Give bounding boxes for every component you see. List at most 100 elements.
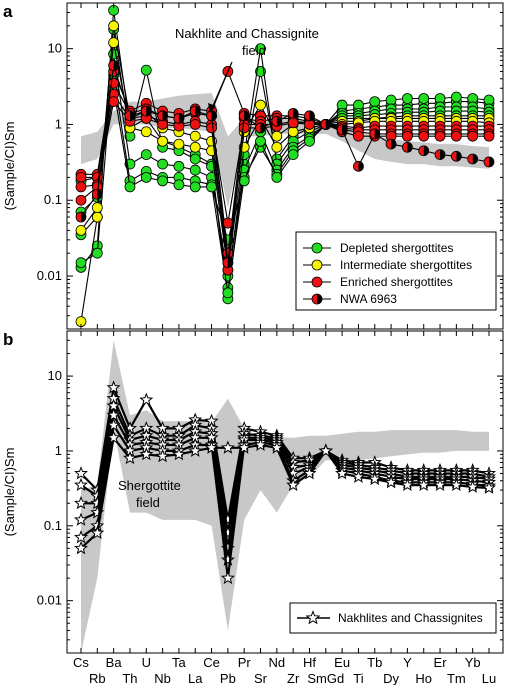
data-point [108, 48, 120, 60]
x-ticks-b [80, 331, 490, 653]
data-point [140, 64, 152, 76]
data-point [124, 181, 136, 193]
data-point-star [449, 477, 464, 492]
data-point [75, 172, 87, 183]
data-point-star [74, 495, 88, 510]
data-point-half [386, 139, 392, 150]
data-point-half [435, 149, 441, 160]
data-point [467, 130, 479, 142]
data-point-half [157, 110, 163, 121]
data-point-star [139, 392, 154, 406]
data-point [467, 153, 479, 165]
data-point-star [286, 477, 301, 492]
data-point [369, 128, 381, 140]
data-point [287, 107, 299, 119]
y-tick-label: 0.01 [37, 268, 62, 283]
y-tick-label: 1 [55, 443, 62, 458]
data-point-half [407, 142, 413, 153]
series-nakhlite [74, 430, 496, 555]
data-point-star [123, 450, 138, 465]
data-point-half [227, 257, 233, 268]
x-tick-label: Yb [465, 655, 481, 670]
data-point-star [351, 469, 366, 483]
legend-a: Depleted shergottites Intermediate shergo… [295, 231, 497, 311]
x-tick-label: Hf [303, 655, 316, 670]
data-point [157, 110, 169, 122]
panel-letter-b: b [3, 330, 13, 349]
y-axis-label-b: (Sample/CI)Sm [2, 448, 17, 537]
data-point-star [367, 471, 382, 486]
data-point-half [271, 116, 277, 127]
data-point-half [244, 110, 250, 121]
legend-marker [317, 294, 322, 304]
series-group-a [75, 4, 495, 328]
data-point-half [320, 119, 326, 130]
data-point [189, 153, 201, 165]
legend-marker [311, 259, 323, 271]
data-point-half [260, 122, 266, 133]
data-point-half [195, 106, 201, 117]
data-point-half [255, 122, 261, 133]
data-point-star [220, 570, 235, 585]
data-point-half [358, 161, 364, 172]
data-point-half [391, 139, 397, 150]
data-point [255, 122, 266, 134]
data-point-star [74, 477, 88, 491]
y-tick-label: 0.1 [44, 518, 62, 533]
x-tick-label: Ti [353, 671, 363, 685]
x-tick-label: Ho [415, 671, 432, 685]
data-point [450, 91, 462, 103]
legend-marker [311, 293, 323, 305]
data-point [401, 130, 413, 142]
data-point-half [288, 108, 294, 119]
legend-marker [311, 276, 323, 288]
x-tick-label: Dy [383, 671, 399, 685]
y-tick-label: 10 [48, 41, 62, 56]
data-point-half [472, 153, 478, 164]
data-point [222, 287, 234, 299]
data-point-half [337, 124, 343, 135]
data-point [483, 156, 495, 168]
data-point-star [432, 477, 447, 492]
data-point-half [124, 110, 130, 121]
legend-box [295, 231, 497, 311]
data-point-half [92, 189, 98, 200]
data-point-half [369, 128, 375, 139]
data-point [108, 96, 120, 108]
data-point [222, 247, 234, 259]
data-point-half [108, 60, 114, 71]
legend-marker [305, 610, 321, 625]
legend-label: Depleted shergottites [340, 241, 453, 255]
x-tick-label: Rb [89, 671, 106, 685]
data-point [157, 175, 169, 187]
data-point-star [106, 407, 121, 422]
data-point-half [190, 106, 196, 117]
field-label-line2: field [136, 495, 160, 510]
data-point [271, 130, 283, 142]
data-point [369, 96, 381, 108]
data-point-half [141, 106, 147, 117]
data-point-half [239, 110, 245, 121]
data-point [108, 60, 120, 71]
data-point-star [465, 479, 480, 493]
data-point [189, 181, 201, 193]
data-point [173, 179, 185, 191]
data-point [108, 20, 120, 32]
data-point-half [467, 153, 473, 164]
x-tick-label: U [142, 655, 151, 670]
data-point-half [113, 60, 119, 71]
data-point [271, 172, 283, 183]
data-point [75, 194, 87, 206]
data-point [353, 130, 364, 142]
data-point-half [418, 145, 424, 156]
data-point-star [237, 440, 252, 454]
data-point-star [106, 380, 121, 394]
y-tick-label: 0.1 [44, 192, 62, 207]
data-point [483, 94, 495, 106]
field-annotation-line2: field [242, 43, 266, 58]
data-point [418, 93, 430, 104]
data-point [140, 126, 152, 138]
data-point-half [489, 156, 494, 167]
x-tick-label: Eu [334, 655, 350, 670]
